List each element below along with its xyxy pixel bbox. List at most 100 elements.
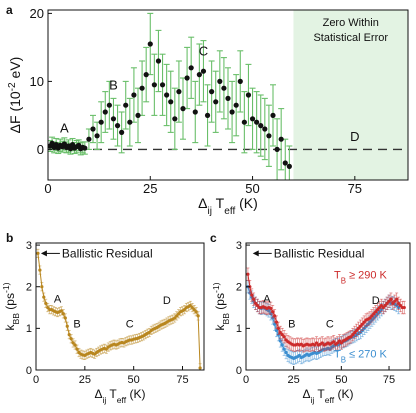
- panel-b: Ballistic Residual A B C D 0 25 50 75 0 1 2 3 Δij Tef…: [1, 240, 205, 405]
- panel-c-ytick-label: 2: [236, 282, 242, 294]
- panel-c-ylabel: kBB (ps-1): [211, 282, 231, 330]
- panel-c-series-hot-point: [253, 301, 258, 305]
- panel-c-region-label: A: [263, 294, 271, 306]
- panel-c-series-hot-point: [358, 324, 363, 328]
- panel-a-point: [114, 123, 121, 129]
- panel-b-axes-frame: [35, 242, 205, 371]
- panel-b-series-point: [190, 305, 194, 310]
- panel-a-shaded-region: [293, 10, 408, 180]
- panel-c-series-hot-point: [335, 341, 340, 345]
- panel-a-point: [249, 116, 256, 122]
- panel-b-series-point: [177, 312, 181, 316]
- panel-c-series-hot-point: [278, 330, 282, 335]
- panel-c-series-hot-point: [389, 297, 393, 301]
- panel-c-ytick-label: 3: [236, 240, 242, 252]
- panel-b-series-point: [67, 333, 71, 337]
- panel-c-series-hot-point: [375, 308, 380, 312]
- panel-a-point: [254, 119, 260, 125]
- panel-a-ytick-label: 0: [37, 142, 44, 157]
- panel-c-series-hot-point: [360, 322, 364, 326]
- panel-b-letter: b: [6, 231, 13, 245]
- panel-c-series-hot-point: [246, 272, 250, 276]
- panel-a-point: [245, 92, 252, 98]
- panel-a-point: [135, 112, 141, 118]
- panel-b-xtick-label: 75: [176, 374, 188, 386]
- panel-a-point: [151, 82, 157, 88]
- panel-b-ytick-label: 2: [26, 282, 32, 294]
- panel-a-point: [233, 102, 239, 108]
- panel-c-ytick-label: 1: [236, 323, 242, 335]
- panel-c-region-label: D: [372, 295, 380, 307]
- panel-c-series-hot-point: [314, 341, 319, 345]
- panel-c-series-cold-point: [282, 347, 286, 351]
- panel-a-point: [49, 140, 55, 146]
- panel-c-series-cold-point: [274, 328, 279, 333]
- panel-b-series-point: [59, 309, 63, 313]
- panel-c-series-hot-point: [351, 333, 355, 337]
- panel-a-point: [119, 129, 125, 135]
- panel-a-point: [106, 102, 112, 108]
- panel-a-point: [188, 65, 194, 71]
- panel-b-series-point: [147, 330, 151, 335]
- panel-a-point: [82, 145, 88, 151]
- panel-c-series-hot-point: [372, 312, 376, 316]
- panel-b-series-point: [44, 301, 48, 305]
- panel-c-series-hot-point: [282, 335, 286, 339]
- panel-a-point: [221, 85, 227, 91]
- panel-c-xtick-label: 50: [335, 374, 347, 386]
- panel-c-xtick-label: 25: [288, 374, 300, 386]
- panel-b-series-point: [194, 310, 198, 314]
- panel-a-point: [86, 136, 92, 142]
- panel-b-xtick-label: 50: [128, 374, 140, 386]
- panel-b-series-point: [175, 314, 179, 318]
- panel-c-series-hot-point: [313, 343, 317, 347]
- panel-a-ytick-label: 20: [30, 6, 44, 21]
- panel-c-series-hot-point: [393, 299, 397, 303]
- panel-a-region-label: B: [109, 78, 118, 93]
- panel-c-xtick-label: 0: [243, 374, 249, 386]
- panel-c-annotation-arrowhead: [252, 250, 259, 257]
- panel-a-point: [200, 68, 207, 74]
- panel-a-ytick-label: 10: [30, 74, 44, 89]
- panel-c-series-cold-point: [273, 322, 277, 326]
- panel-a-point: [213, 99, 219, 105]
- panel-b-series-point: [63, 316, 67, 320]
- panel-a-point: [127, 119, 133, 125]
- panel-a-point: [168, 99, 174, 105]
- panel-c-series-cold-point: [278, 339, 282, 343]
- panel-a-point: [172, 116, 178, 122]
- panel-a-point: [217, 78, 223, 84]
- panel-b-xtick-label: 0: [33, 374, 39, 386]
- panel-b-ytick-label: 0: [26, 365, 32, 377]
- panel-c-series-hot-point: [320, 341, 324, 345]
- panel-a-point: [143, 72, 149, 78]
- panel-a-point: [196, 72, 202, 78]
- panel-c-plot-area: [246, 267, 406, 365]
- panel-c-series-hot-point: [356, 326, 361, 330]
- panel-c-series-hot-point: [387, 299, 391, 303]
- panel-b-series-point: [61, 312, 65, 316]
- panel-c-letter: c: [210, 231, 217, 245]
- panel-a-point: [270, 112, 276, 118]
- panel-c-series-hot-point: [396, 301, 401, 305]
- panel-c-xlabel: Δij Teff (K): [302, 387, 353, 405]
- panel-a-point: [282, 160, 288, 166]
- panel-c-series-hot-point: [349, 335, 353, 339]
- panel-b-series-point: [36, 251, 40, 256]
- panel-c-series-hot-point: [370, 314, 374, 318]
- panel-b-series-point: [65, 324, 69, 328]
- panel-c-series-hot-point: [255, 303, 260, 308]
- panel-a-point: [67, 146, 74, 152]
- panel-b-series-point: [75, 347, 79, 351]
- panel-c-series-hot-point: [274, 320, 279, 324]
- panel-b-series-point: [196, 314, 200, 318]
- panel-b-xtick-label: 25: [79, 374, 91, 386]
- panel-a: Zero Within Statistical Error A B C D 0 25 50 75 0…: [7, 6, 409, 217]
- panel-c-series-hot-point: [280, 333, 284, 337]
- panel-c-series-hot-point: [332, 340, 336, 344]
- panel-c-region-label: C: [326, 319, 334, 331]
- panel-c-series-hot-point: [391, 301, 395, 305]
- panel-b-series-point: [192, 308, 196, 312]
- panel-c-legend-label: TB ≥ 290 K: [334, 269, 388, 285]
- panel-a-region-label: A: [60, 120, 69, 135]
